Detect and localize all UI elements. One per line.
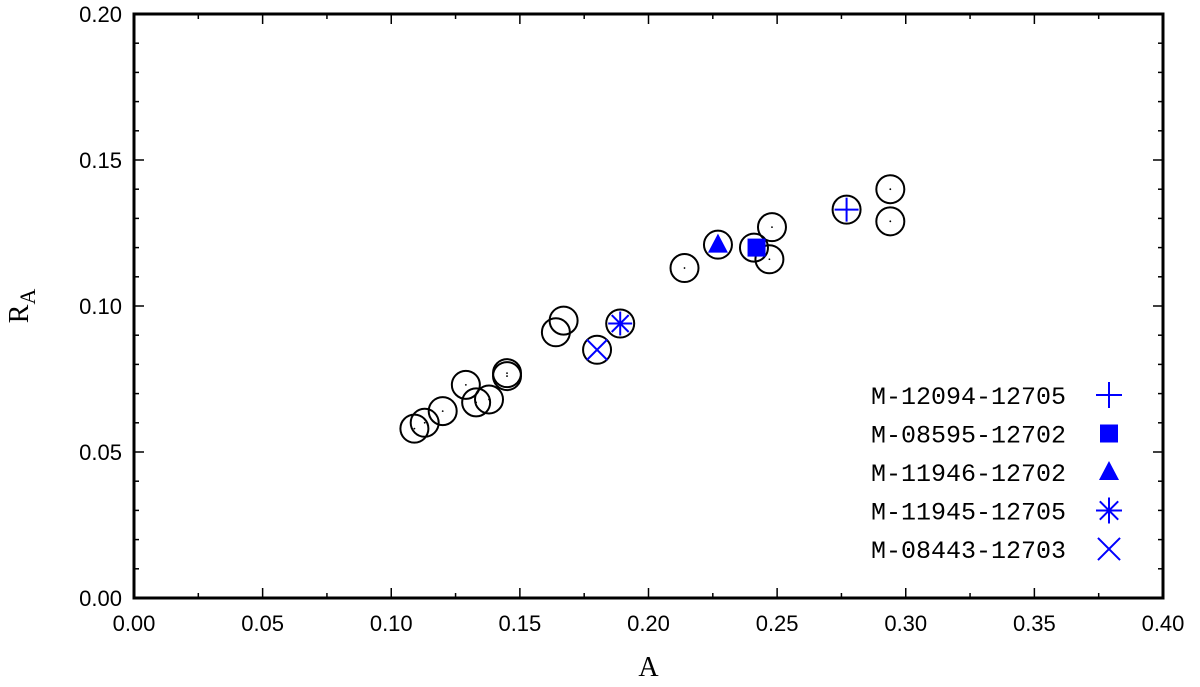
x-tick-label: 0.40 bbox=[1142, 611, 1185, 636]
data-point-highlight bbox=[608, 311, 633, 336]
open-circle bbox=[669, 253, 700, 284]
cross-marker-stroke bbox=[586, 338, 608, 361]
open-circle bbox=[738, 232, 769, 263]
open-circle bbox=[754, 244, 785, 275]
triangle-marker bbox=[1099, 461, 1119, 480]
data-point bbox=[474, 384, 505, 415]
triangle-marker bbox=[707, 233, 728, 253]
open-circle bbox=[875, 174, 906, 205]
data-point bbox=[409, 407, 440, 438]
x-tick-label: 0.05 bbox=[241, 611, 284, 636]
data-point bbox=[875, 174, 906, 205]
x-axis-label: A bbox=[638, 652, 659, 683]
axes: 0.00 0.05 0.10 0.15 0.20 0.25 0.30 0.35 0.40 0.00… bbox=[79, 2, 1184, 636]
legend-label: M-08443-12703 bbox=[871, 537, 1066, 566]
open-circle bbox=[409, 407, 440, 438]
y-axis-label-main: R bbox=[4, 304, 35, 323]
legend-item: M-11946-12702 bbox=[871, 460, 1119, 489]
open-circle bbox=[548, 305, 579, 336]
center-dot bbox=[423, 421, 426, 424]
legend: M-12094-12705 M-08595-12702 M-11946-12702 M… bbox=[871, 382, 1122, 566]
center-dot bbox=[488, 398, 490, 401]
y-tick-label: 0.00 bbox=[79, 586, 122, 611]
data-point-highlight bbox=[834, 197, 859, 222]
data-point bbox=[754, 244, 785, 275]
open-circle bbox=[492, 358, 523, 389]
legend-label: M-11946-12702 bbox=[871, 460, 1066, 489]
data-point-highlight bbox=[747, 238, 766, 257]
y-tick-label: 0.20 bbox=[79, 2, 122, 27]
x-tick-label: 0.10 bbox=[370, 611, 413, 636]
x-tick-label: 0.25 bbox=[756, 611, 799, 636]
legend-label: M-08595-12702 bbox=[871, 422, 1066, 451]
center-dot bbox=[441, 410, 444, 413]
y-tick-label: 0.05 bbox=[79, 440, 122, 465]
open-circle bbox=[582, 334, 613, 365]
legend-item: M-08595-12702 bbox=[871, 422, 1118, 451]
legend-marker bbox=[1096, 382, 1122, 408]
data-point-highlight bbox=[707, 233, 728, 253]
y-axis-label-subscript: A bbox=[15, 289, 40, 305]
legend-item: M-11945-12705 bbox=[871, 497, 1122, 528]
legend-marker bbox=[1096, 497, 1122, 524]
legend-label: M-12094-12705 bbox=[871, 383, 1066, 412]
legend-item: M-08443-12703 bbox=[871, 537, 1121, 566]
x-tick-label: 0.00 bbox=[113, 611, 156, 636]
legend-marker bbox=[1097, 537, 1121, 561]
x-tick-label: 0.35 bbox=[1013, 611, 1056, 636]
open-circle bbox=[605, 308, 636, 339]
center-dot bbox=[771, 226, 773, 229]
center-dot bbox=[562, 319, 565, 322]
data-point bbox=[427, 396, 458, 427]
data-point bbox=[399, 413, 430, 444]
y-tick-label: 0.10 bbox=[79, 294, 122, 319]
cross-marker-stroke bbox=[1097, 537, 1121, 561]
y-tick-label: 0.15 bbox=[79, 148, 122, 173]
legend-label: M-11945-12705 bbox=[871, 499, 1066, 528]
x-tick-label: 0.30 bbox=[884, 611, 927, 636]
x-tick-label: 0.15 bbox=[498, 611, 541, 636]
y-axis-label: RA bbox=[4, 289, 40, 324]
data-point bbox=[492, 358, 523, 389]
center-dot bbox=[889, 220, 892, 223]
data-point bbox=[548, 305, 579, 336]
plot-frame bbox=[132, 12, 1165, 600]
square-marker bbox=[747, 238, 766, 257]
center-dot bbox=[683, 267, 686, 269]
data-point bbox=[669, 253, 700, 284]
center-dot bbox=[506, 375, 508, 377]
legend-item: M-12094-12705 bbox=[871, 382, 1122, 412]
center-dot bbox=[413, 427, 416, 430]
center-dot bbox=[506, 372, 508, 375]
open-circle bbox=[461, 387, 492, 418]
center-dot bbox=[889, 188, 892, 191]
square-marker bbox=[1100, 424, 1118, 443]
plot-area bbox=[399, 174, 906, 444]
data-point bbox=[492, 361, 523, 392]
asterisk-marker-stroke bbox=[611, 314, 630, 333]
open-circle bbox=[702, 229, 733, 260]
open-circle bbox=[756, 212, 787, 243]
open-circle bbox=[474, 384, 505, 415]
data-point bbox=[875, 206, 906, 237]
asterisk-marker-stroke bbox=[1099, 500, 1119, 521]
open-circle bbox=[875, 206, 906, 237]
open-circle bbox=[831, 194, 862, 225]
open-circle bbox=[450, 369, 481, 400]
open-circle bbox=[427, 396, 458, 427]
legend-marker bbox=[1099, 461, 1119, 480]
x-tick-label: 0.20 bbox=[627, 611, 670, 636]
data-point-highlight bbox=[586, 338, 608, 361]
center-dot bbox=[768, 258, 771, 261]
legend-marker bbox=[1100, 424, 1118, 443]
center-dot bbox=[464, 383, 467, 386]
data-point bbox=[756, 212, 787, 243]
data-point bbox=[450, 369, 481, 400]
